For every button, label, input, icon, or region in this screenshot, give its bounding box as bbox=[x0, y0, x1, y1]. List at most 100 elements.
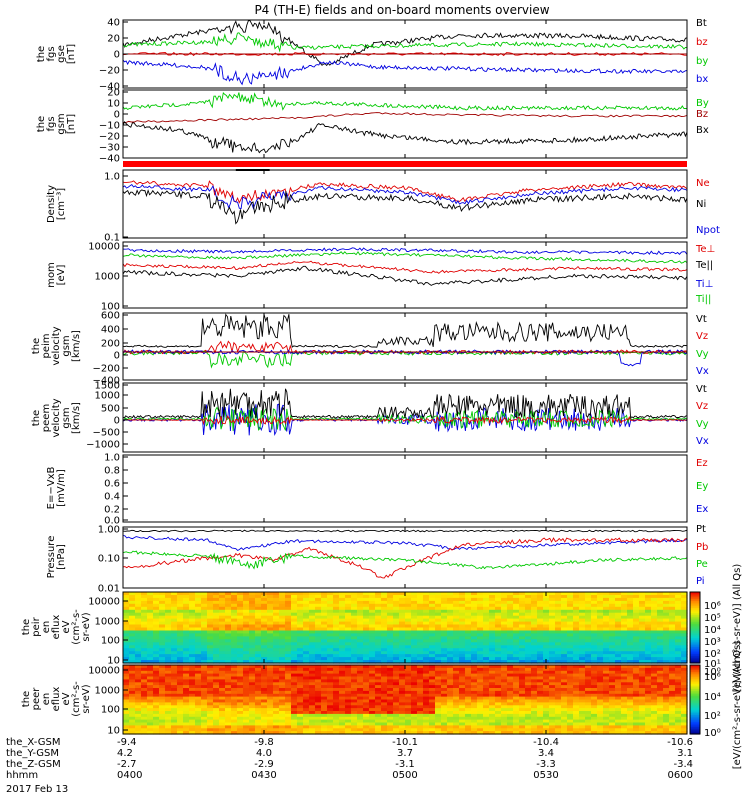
spectrogram-cell bbox=[393, 731, 400, 735]
spectrogram-cell bbox=[549, 595, 556, 599]
spectrogram-cell bbox=[417, 667, 424, 672]
spectrogram-cell bbox=[495, 731, 502, 735]
spectrogram-cell bbox=[531, 648, 538, 652]
spectrogram-cell bbox=[561, 690, 568, 695]
spectrogram-cell bbox=[237, 690, 244, 695]
spectrogram-cell bbox=[477, 657, 484, 661]
spectrogram-cell bbox=[441, 665, 448, 669]
spectrogram-cell bbox=[567, 690, 574, 695]
spectrogram-cell bbox=[135, 627, 142, 632]
spectrogram-cell bbox=[513, 682, 520, 686]
spectrogram-cell bbox=[597, 621, 604, 626]
spectrogram-cell bbox=[531, 600, 538, 605]
spectrogram-cell bbox=[333, 639, 340, 643]
spectrogram-cell bbox=[375, 696, 382, 701]
spectrogram-cell bbox=[231, 606, 238, 611]
spectrogram-cell bbox=[273, 702, 280, 706]
spectrogram-cell bbox=[279, 667, 286, 672]
spectrogram-cell bbox=[453, 699, 460, 703]
spectrogram-cell bbox=[513, 725, 520, 729]
spectrogram-cell bbox=[375, 665, 382, 669]
spectrogram-cell bbox=[555, 621, 562, 626]
spectrogram-cell bbox=[345, 667, 352, 672]
spectrogram-cell bbox=[135, 621, 142, 626]
spectrogram-cell bbox=[435, 673, 442, 678]
spectrogram-cell bbox=[363, 597, 370, 602]
spectrogram-cell bbox=[153, 603, 160, 608]
spectrogram-cell bbox=[663, 719, 670, 724]
spectrogram-cell bbox=[273, 624, 280, 629]
spectrogram-cell bbox=[141, 651, 148, 655]
x-axis-value: 0530 bbox=[533, 770, 558, 781]
spectrogram-cell bbox=[237, 633, 244, 637]
spectrogram-cell bbox=[549, 633, 556, 637]
y-axis-label-line: [nT] bbox=[66, 44, 77, 64]
spectrogram-cell bbox=[453, 636, 460, 640]
spectrogram-cell bbox=[261, 688, 268, 692]
spectrogram-cell bbox=[495, 696, 502, 701]
spectrogram-cell bbox=[405, 600, 412, 605]
spectrogram-cell bbox=[453, 685, 460, 689]
spectrogram-cell bbox=[681, 673, 688, 678]
spectrogram-cell bbox=[249, 699, 256, 703]
spectrogram-cell bbox=[333, 722, 340, 726]
spectrogram-cell bbox=[345, 645, 352, 649]
spectrogram-cell bbox=[627, 621, 634, 626]
spectrogram-cell bbox=[639, 618, 646, 623]
legend-entry: Pt bbox=[696, 524, 706, 535]
spectrogram-cell bbox=[429, 690, 436, 695]
spectrogram-cell bbox=[273, 648, 280, 652]
spectrogram-cell bbox=[345, 621, 352, 626]
spectrogram-cell bbox=[183, 630, 190, 635]
spectrogram-cell bbox=[507, 624, 514, 629]
spectrogram-cell bbox=[183, 645, 190, 649]
colorbar-cell bbox=[690, 706, 700, 709]
spectrogram-cell bbox=[153, 699, 160, 703]
spectrogram-cell bbox=[489, 597, 496, 602]
spectrogram-cell bbox=[627, 595, 634, 599]
spectrogram-cell bbox=[327, 618, 334, 623]
spectrogram-cell bbox=[459, 676, 466, 680]
spectrogram-cell bbox=[681, 725, 688, 729]
spectrogram-cell bbox=[603, 654, 610, 658]
spectrogram-cell bbox=[561, 651, 568, 655]
spectrogram-cell bbox=[189, 699, 196, 703]
spectrogram-cell bbox=[513, 690, 520, 695]
legend-entry: Vx bbox=[696, 366, 709, 377]
spectrogram-cell bbox=[339, 627, 346, 632]
spectrogram-cell bbox=[489, 705, 496, 709]
spectrogram-cell bbox=[435, 708, 442, 712]
spectrogram-cell bbox=[411, 688, 418, 692]
spectrogram-cell bbox=[597, 705, 604, 709]
spectrogram-cell bbox=[225, 645, 232, 649]
spectrogram-cell bbox=[525, 621, 532, 626]
spectrogram-cell bbox=[507, 682, 514, 686]
spectrogram-cell bbox=[633, 665, 640, 669]
spectrogram-cell bbox=[567, 597, 574, 602]
spectrogram-cell bbox=[327, 600, 334, 605]
spectrogram-cell bbox=[507, 618, 514, 623]
spectrogram-cell bbox=[585, 667, 592, 672]
spectrogram-cell bbox=[561, 667, 568, 672]
spectrogram-cell bbox=[675, 670, 682, 675]
spectrogram-cell bbox=[129, 705, 136, 709]
spectrogram-cell bbox=[165, 716, 172, 721]
spectrogram-cell bbox=[447, 639, 454, 643]
spectrogram-cell bbox=[513, 728, 520, 732]
spectrogram-cell bbox=[207, 592, 214, 596]
spectrogram-cell bbox=[351, 676, 358, 680]
spectrogram-cell bbox=[351, 609, 358, 614]
spectrogram-cell bbox=[345, 702, 352, 706]
colorbar-cell bbox=[690, 718, 700, 721]
colorbar-cell bbox=[690, 666, 700, 669]
spectrogram-cell bbox=[327, 627, 334, 632]
spectrogram-cell bbox=[573, 645, 580, 649]
spectrogram-cell bbox=[273, 719, 280, 724]
spectrogram-cell bbox=[645, 624, 652, 629]
spectrogram-cell bbox=[339, 665, 346, 669]
spectrogram-cell bbox=[189, 592, 196, 596]
spectrogram-cell bbox=[231, 693, 238, 698]
spectrogram-cell bbox=[621, 670, 628, 675]
spectrogram-cell bbox=[537, 676, 544, 680]
spectrogram-cell bbox=[435, 633, 442, 637]
